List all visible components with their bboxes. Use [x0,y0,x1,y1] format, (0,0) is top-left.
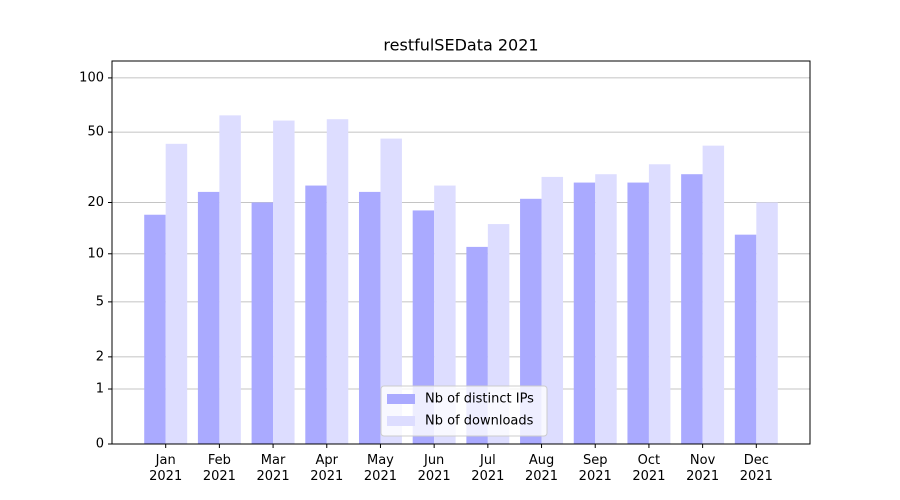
bar [219,115,241,444]
x-tick-label: Aug 2021 [524,453,559,484]
legend-swatch [387,416,415,426]
bar [573,182,596,444]
bar [520,198,542,444]
legend-label: Nb of downloads [425,414,534,429]
bar [648,164,671,444]
bar [702,145,725,444]
bar [627,182,649,444]
legend: Nb of distinct IPs Nb of downloads [380,385,548,437]
x-tick-label: Dec 2021 [739,453,773,484]
x-tick-label: Jun 2021 [417,453,451,484]
bar [734,234,757,444]
bar [756,202,778,444]
y-tick-label: 2 [96,349,104,364]
chart-title: restfulSEData 2021 [383,36,538,55]
x-tick-label: Jul 2021 [471,453,505,484]
bar [251,202,274,444]
bar [380,138,402,445]
y-tick-label: 20 [87,195,104,210]
x-tick-label: May 2021 [363,453,397,484]
bar [197,191,220,444]
bar [273,120,295,445]
legend-box [380,385,548,437]
y-tick-label: 100 [79,70,104,85]
x-tick-label: Oct 2021 [632,453,666,484]
bar [326,119,349,444]
y-tick-label: 1 [96,382,104,397]
x-tick-label: Nov 2021 [686,453,720,484]
bar [595,174,617,445]
x-tick-label: Mar 2021 [256,453,290,484]
y-tick-label: 5 [96,294,104,309]
bar [165,143,188,444]
x-tick-label: Jan 2021 [149,453,183,484]
x-tick-label: Apr 2021 [310,453,344,484]
y-tick-label: 50 [87,125,104,140]
bar [305,185,327,444]
y-tick-label: 0 [96,437,104,452]
legend-label: Nb of distinct IPs [425,392,534,407]
bar [434,185,456,444]
bar [541,176,564,444]
x-tick-label: Sep 2021 [578,453,612,484]
axes-frame [111,60,811,445]
bar [681,174,703,445]
x-tick-label: Feb 2021 [202,453,236,484]
y-tick-label: 10 [87,246,104,261]
legend-swatch [387,394,415,404]
bar [144,214,166,444]
bar [358,191,381,444]
